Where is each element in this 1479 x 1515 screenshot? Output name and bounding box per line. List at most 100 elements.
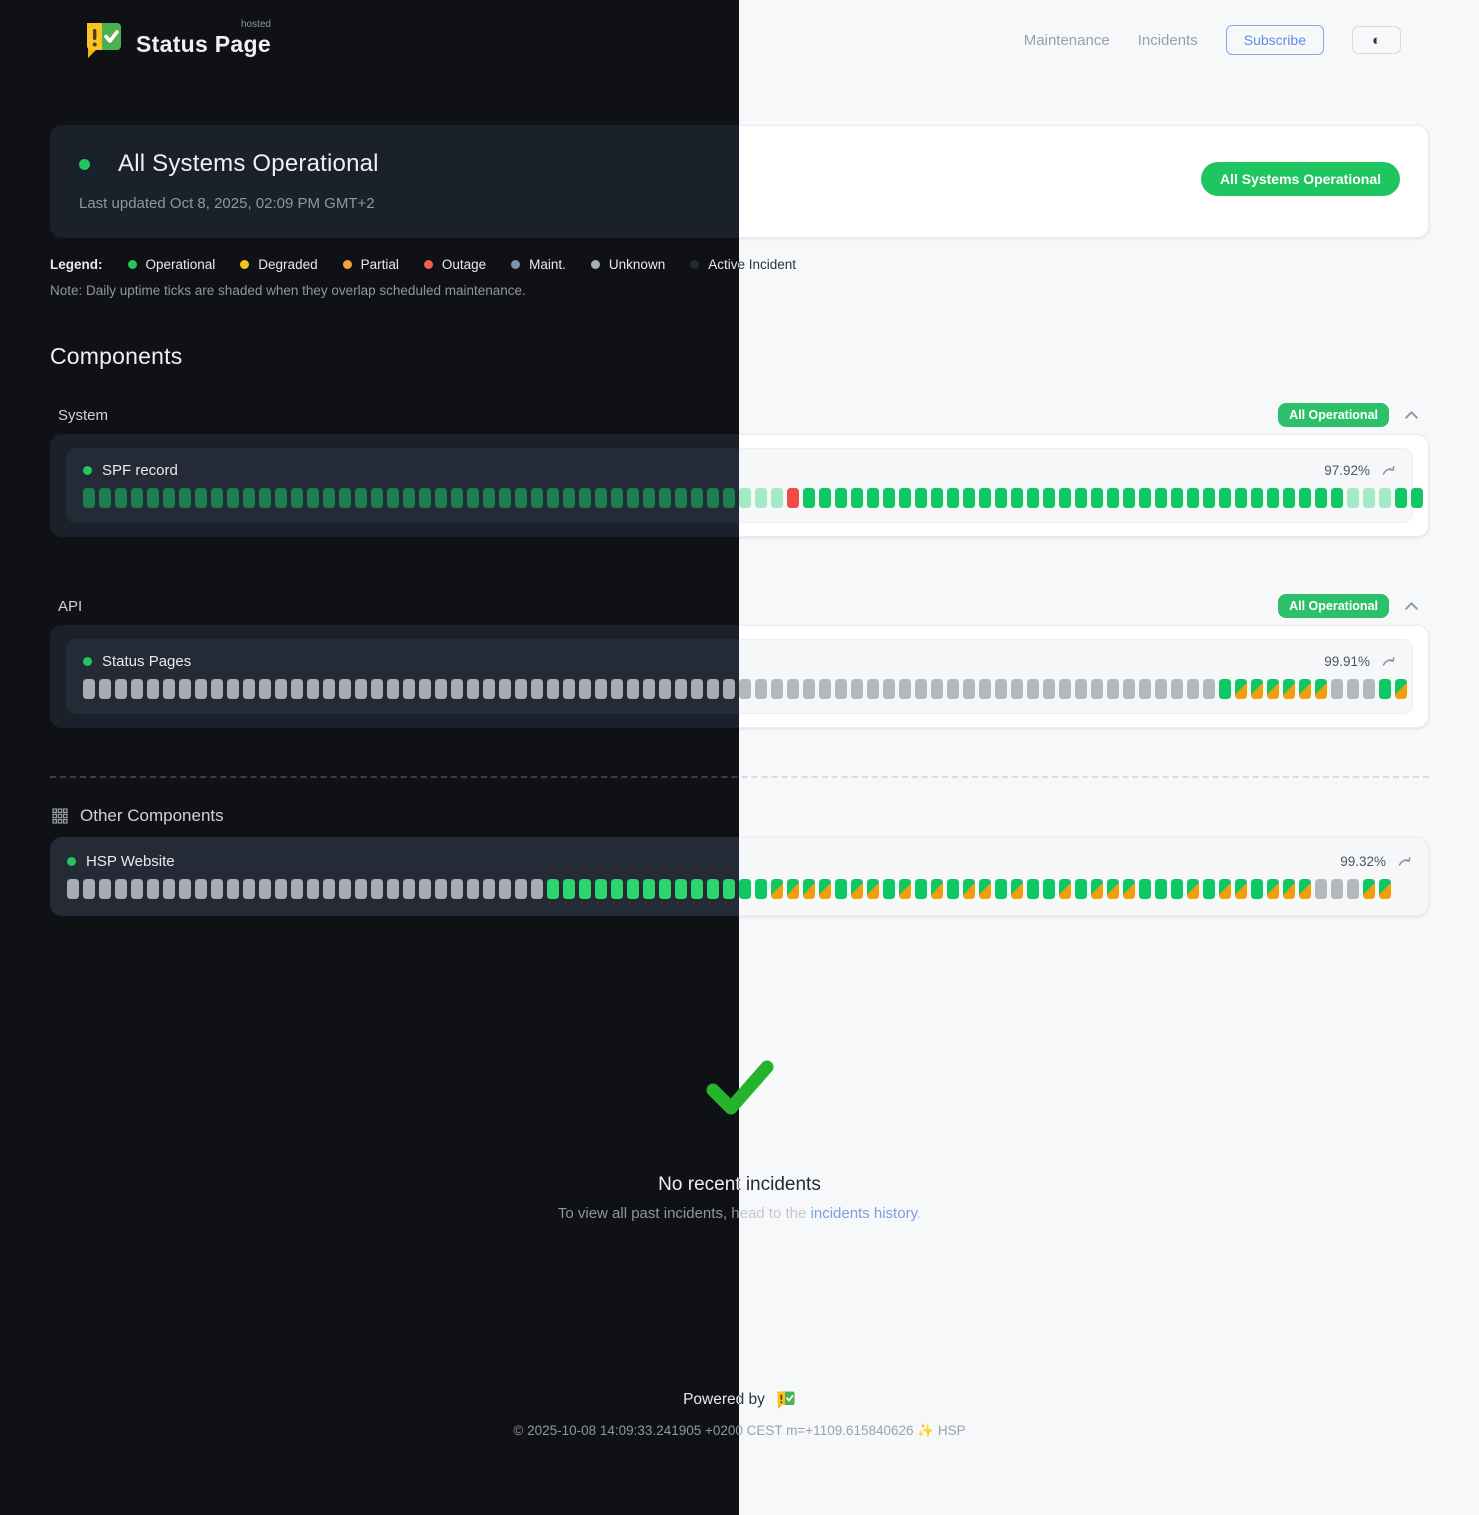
legend-item-unknown: Unknown bbox=[590, 257, 666, 272]
uptime-tick bbox=[1155, 488, 1167, 508]
uptime-tick bbox=[1379, 679, 1391, 699]
uptime-tick bbox=[995, 679, 1007, 699]
uptime-tick bbox=[275, 679, 287, 699]
trend-icon[interactable] bbox=[1382, 465, 1396, 476]
uptime-tick bbox=[467, 488, 479, 508]
uptime-tick bbox=[227, 488, 239, 508]
uptime-tick bbox=[419, 679, 431, 699]
theme-toggle-icon: ◐ bbox=[1371, 31, 1382, 49]
uptime-tick bbox=[1059, 488, 1071, 508]
uptime-tick bbox=[595, 879, 607, 899]
uptime-tick bbox=[1043, 488, 1055, 508]
nav-incidents[interactable]: Incidents bbox=[1137, 31, 1198, 49]
uptime-tick bbox=[899, 879, 911, 899]
brand-superscript: hosted bbox=[240, 18, 271, 30]
uptime-tick bbox=[1251, 679, 1263, 699]
uptime-tick bbox=[819, 679, 831, 699]
uptime-tick bbox=[787, 679, 799, 699]
group-card-api: Status Pages 99.91% bbox=[50, 625, 739, 728]
uptime-tick bbox=[723, 879, 735, 899]
uptime-tick bbox=[179, 488, 191, 508]
uptime-tick bbox=[1331, 679, 1343, 699]
subscribe-button[interactable]: Subscribe bbox=[1225, 25, 1324, 55]
legend-item-label: Unknown bbox=[608, 257, 666, 272]
footer: Powered by © 2025-10-08 14:09:33.241905 … bbox=[0, 1390, 739, 1465]
uptime-tick bbox=[883, 488, 895, 508]
uptime-tick bbox=[435, 488, 447, 508]
dashed-divider bbox=[50, 776, 739, 778]
uptime-tick bbox=[675, 488, 687, 508]
uptime-tick bbox=[707, 679, 719, 699]
theme-toggle-button[interactable]: ◐ bbox=[1352, 26, 1401, 54]
collapse-chevron-up-icon[interactable] bbox=[1402, 408, 1421, 422]
uptime-tick bbox=[371, 488, 383, 508]
brand-name: Status Page bbox=[136, 30, 271, 57]
uptime-tick bbox=[659, 679, 671, 699]
uptime-tick bbox=[835, 679, 847, 699]
trend-icon[interactable] bbox=[1382, 656, 1396, 667]
operational-dot bbox=[127, 260, 137, 269]
uptime-tick bbox=[323, 488, 335, 508]
uptime-tick bbox=[1411, 488, 1423, 508]
component-card-status-pages: Status Pages 99.91% bbox=[66, 639, 739, 714]
uptime-tick bbox=[771, 879, 783, 899]
uptime-tick bbox=[1219, 679, 1231, 699]
uptime-tick bbox=[355, 879, 367, 899]
uptime-tick bbox=[819, 879, 831, 899]
uptime-tick bbox=[451, 879, 463, 899]
uptime-tick bbox=[1059, 679, 1071, 699]
uptime-tick bbox=[1283, 879, 1295, 899]
uptime-tick bbox=[1267, 679, 1279, 699]
uptime-tick bbox=[611, 679, 623, 699]
uptime-tick bbox=[627, 488, 639, 508]
uptime-tick bbox=[1235, 879, 1247, 899]
uptime-tick bbox=[675, 679, 687, 699]
trend-icon[interactable] bbox=[1398, 856, 1412, 867]
uptime-tick bbox=[163, 679, 175, 699]
uptime-tick bbox=[1379, 488, 1391, 508]
legend-item-degraded: Degraded bbox=[240, 257, 318, 272]
uptime-tick bbox=[371, 679, 383, 699]
uptime-ticks bbox=[67, 879, 739, 899]
uptime-tick bbox=[771, 679, 783, 699]
uptime-tick bbox=[1139, 679, 1151, 699]
uptime-tick bbox=[515, 488, 527, 508]
uptime-tick bbox=[867, 679, 879, 699]
brand-logo[interactable]: hosted Status Page bbox=[80, 18, 271, 60]
grid-icon bbox=[52, 808, 68, 824]
group-name: API bbox=[58, 597, 83, 615]
dark-theme-panel: hosted Status Page Maintenance Incidents… bbox=[0, 0, 739, 1515]
uptime-tick bbox=[899, 679, 911, 699]
uptime-tick bbox=[115, 679, 127, 699]
status-page: hosted Status Page Maintenance Incidents… bbox=[0, 0, 739, 1465]
dark-theme-clip: hosted Status Page Maintenance Incidents… bbox=[0, 0, 739, 1515]
uptime-percentage: 97.92% bbox=[1324, 463, 1370, 478]
uptime-tick bbox=[1235, 488, 1247, 508]
uptime-tick bbox=[275, 879, 287, 899]
uptime-tick bbox=[147, 488, 159, 508]
subtitle-text: To view all past incidents, head to the bbox=[557, 1205, 739, 1222]
nav-maintenance[interactable]: Maintenance bbox=[1023, 31, 1110, 49]
group-header-system: System All Operational bbox=[50, 403, 739, 427]
legend: Legend: Operational Degraded Partial Out… bbox=[50, 257, 739, 272]
header-nav: Maintenance Incidents Subscribe ◐ bbox=[1024, 25, 1401, 55]
collapse-chevron-up-icon[interactable] bbox=[1402, 599, 1421, 613]
powered-by-label: Powered by bbox=[683, 1391, 739, 1408]
uptime-tick bbox=[211, 879, 223, 899]
uptime-tick bbox=[1171, 679, 1183, 699]
component-name: HSP Website bbox=[86, 853, 175, 870]
uptime-tick bbox=[531, 488, 543, 508]
uptime-tick bbox=[467, 679, 479, 699]
uptime-tick bbox=[659, 879, 671, 899]
incidents-history-link[interactable]: incidents history bbox=[810, 1205, 917, 1222]
component-status-dot bbox=[67, 857, 76, 866]
uptime-tick bbox=[1315, 879, 1327, 899]
uptime-tick bbox=[163, 879, 175, 899]
uptime-tick bbox=[947, 679, 959, 699]
uptime-tick bbox=[723, 488, 735, 508]
partial-dot bbox=[342, 260, 352, 269]
uptime-tick bbox=[403, 488, 415, 508]
uptime-tick bbox=[1011, 488, 1023, 508]
uptime-tick bbox=[1107, 679, 1119, 699]
